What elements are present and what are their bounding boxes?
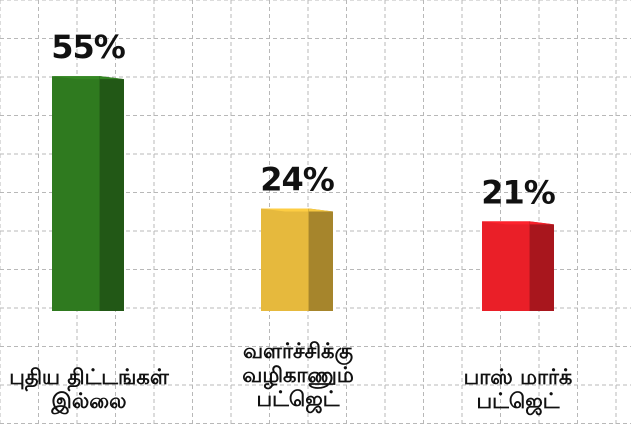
- category-label-3: பாஸ் மார்க் பட்ஜெட்: [463, 365, 573, 413]
- bar-1: [52, 76, 124, 312]
- value-label-2: 24%: [260, 161, 335, 199]
- bar-edge-1: [99, 76, 100, 312]
- bar-side-2: [309, 208, 333, 311]
- bar-edge-3: [529, 221, 530, 311]
- bar-front-2: [261, 208, 309, 311]
- bar-2: [261, 208, 333, 311]
- category-label-1: புதிய திட்டங்கள் இல்லை: [9, 365, 169, 413]
- bar-edge-2: [308, 208, 309, 311]
- value-label-1: 55%: [51, 28, 126, 66]
- bar-top-1: [52, 76, 124, 80]
- bar-top-3: [482, 221, 554, 225]
- bar-3: [482, 221, 554, 311]
- value-label-3: 21%: [481, 173, 556, 211]
- bar-top-2: [261, 208, 333, 212]
- bar-front-3: [482, 221, 530, 311]
- bar-side-1: [100, 76, 124, 312]
- category-label-2: வளர்ச்சிக்கு வழிகாணும் பட்ஜெட்: [242, 339, 354, 411]
- bar-side-3: [530, 221, 554, 311]
- bar-front-1: [52, 76, 100, 312]
